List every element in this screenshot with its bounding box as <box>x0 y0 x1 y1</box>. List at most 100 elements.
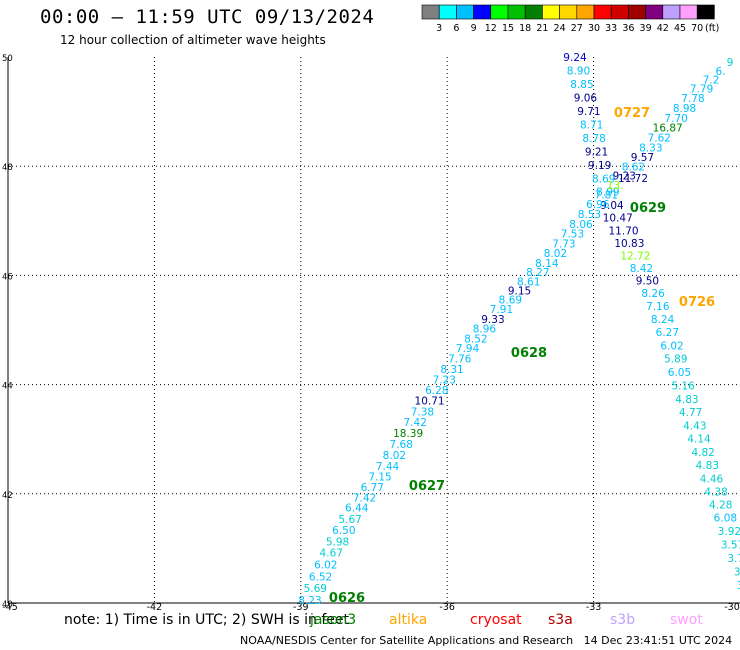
track-b-value: 7.78 <box>681 93 704 105</box>
track-b-value: 7.15 <box>368 472 391 484</box>
track-b-value: 6. <box>716 66 726 78</box>
track-b-value: 7.70 <box>664 113 687 125</box>
track-b-value: 8.62 <box>622 162 645 174</box>
legend-tick-label: 6 <box>453 23 459 34</box>
satellite-name-swot: swot <box>670 612 703 628</box>
pass-time-label: 0726 <box>679 295 715 310</box>
track-b-value: 8.52 <box>464 333 487 345</box>
track-a-value: 8.26 <box>641 288 665 300</box>
track-b-value: 6.02 <box>314 559 337 571</box>
track-b-value: 7.79 <box>690 84 713 96</box>
track-a-value: 6.05 <box>668 367 691 379</box>
page-title: 00:00 – 11:59 UTC 09/13/2024 <box>40 6 375 28</box>
satellite-name-jason3: jason3 <box>310 612 357 628</box>
track-b-value: 9.15 <box>508 285 531 297</box>
track-a-value: 8.78 <box>582 133 605 145</box>
track-b-value: 7.73 <box>552 238 575 250</box>
lat-tick-label: 40 <box>2 600 13 610</box>
track-a-value: 4.14 <box>687 434 711 446</box>
track-a-value: 4.82 <box>691 447 714 459</box>
track-b-value: 8.98 <box>673 103 696 115</box>
lon-tick-label: -36 <box>439 602 455 610</box>
track-b-value: 7.68 <box>390 439 413 451</box>
track-b-value: 10.71 <box>415 396 445 408</box>
pass-time-label: 0727 <box>614 106 650 121</box>
track-a-value: 12.72 <box>620 250 650 262</box>
track-a-value: 4.83 <box>696 460 719 472</box>
legend-tick-label: 9 <box>471 23 477 34</box>
track-a-value: 3. <box>734 566 740 578</box>
track-a-value: 4.38 <box>704 486 727 498</box>
track-a-value: 9.50 <box>636 275 659 287</box>
track-b-value: 7.42 <box>404 417 427 429</box>
legend-tick-label: 12 <box>485 23 497 34</box>
legend-tick-label: 70 <box>691 23 703 34</box>
track-a-value: 3. <box>737 580 740 592</box>
track-b-value: 7.23 <box>433 374 456 386</box>
legend-tick-label: 21 <box>536 23 548 34</box>
track-a-value: 6.02 <box>660 340 683 352</box>
legend-tick-label: 30 <box>588 23 600 34</box>
track-a-value: 3.57 <box>721 539 740 551</box>
note-text: note: 1) Time is in UTC; 2) SWH is in fe… <box>64 612 350 628</box>
lon-tick-label: -45 <box>2 602 18 610</box>
pass-time-label: 0629 <box>630 201 666 216</box>
track-a-value: 3.7 <box>727 553 740 565</box>
footer-timestamp: 14 Dec 23:41:51 UTC 2024 <box>583 634 733 647</box>
pass-time-label: 0626 <box>329 591 365 606</box>
lat-tick-label: 44 <box>2 382 13 392</box>
track-b-value: 16.87 <box>653 123 683 135</box>
track-b-value: 4.67 <box>320 548 343 560</box>
track-b-value: 8.14 <box>535 258 559 270</box>
track-b-value: 6.44 <box>345 503 369 515</box>
track-b-value: 8.69 <box>499 295 522 307</box>
track-b-value: 6.50 <box>332 525 355 537</box>
legend-tick-label: 15 <box>502 23 514 34</box>
track-b-value: 8.96 <box>473 324 497 336</box>
track-b-value: 8.02 <box>383 450 406 462</box>
legend-tick-label: 45 <box>674 23 686 34</box>
track-a-value: 9.71 <box>577 106 600 118</box>
track-b-value: 5.98 <box>326 536 349 548</box>
track-b-value: 8.06 <box>569 219 593 231</box>
track-b-value: 8.23 <box>298 595 321 607</box>
footer-org: NOAA/NESDIS Center for Satellite Applica… <box>240 634 574 647</box>
track-a-value: 4.28 <box>709 500 732 512</box>
lon-tick-label: -33 <box>586 602 602 610</box>
satellite-name-altika: altika <box>389 612 428 628</box>
track-b-value: 5.67 <box>338 514 361 526</box>
track-b-value: 8.02 <box>544 248 567 260</box>
lon-tick-label: -42 <box>147 602 163 610</box>
track-a-value: 8.42 <box>630 263 653 275</box>
track-b-value: 9.23 <box>613 171 636 183</box>
track-b-value: 18.39 <box>393 428 423 440</box>
track-b-value: 6.96 <box>586 199 610 211</box>
track-b-value: 7.91 <box>490 304 513 316</box>
track-b-value: 8.53 <box>578 209 601 221</box>
track-a-value: 8.85 <box>570 79 593 91</box>
footer-credit: NOAA/NESDIS Center for Satellite Applica… <box>240 634 732 647</box>
lat-tick-label: 46 <box>2 272 13 282</box>
track-a-value: 4.77 <box>679 407 702 419</box>
track-a-value: 10.83 <box>614 238 644 250</box>
satellite-name-cryosat: cryosat <box>470 612 522 628</box>
track-b-value: 8.33 <box>639 142 662 154</box>
track-b-value: 8.27 <box>526 267 549 279</box>
legend-swatch <box>696 4 715 20</box>
track-a-value: 6.27 <box>656 327 679 339</box>
track-b-value: 7.53 <box>561 229 584 241</box>
satellite-name-s3a: s3a <box>548 612 573 628</box>
legend-tick-label: 33 <box>605 23 617 34</box>
track-b-value: 9.57 <box>631 152 654 164</box>
legend-tick-label: 18 <box>519 23 531 34</box>
track-a-value: 4.43 <box>683 420 706 432</box>
track-a-value: 5.16 <box>671 380 695 392</box>
track-a-value: 9.21 <box>585 147 608 159</box>
track-b-value: 7.38 <box>411 406 434 418</box>
pass-time-label: 0627 <box>409 479 445 494</box>
legend-tick-label: 27 <box>571 23 583 34</box>
track-extra-value: 11.72 <box>618 173 648 185</box>
pass-time-label: 0628 <box>511 346 547 361</box>
track-a-value: 9.06 <box>574 92 598 104</box>
